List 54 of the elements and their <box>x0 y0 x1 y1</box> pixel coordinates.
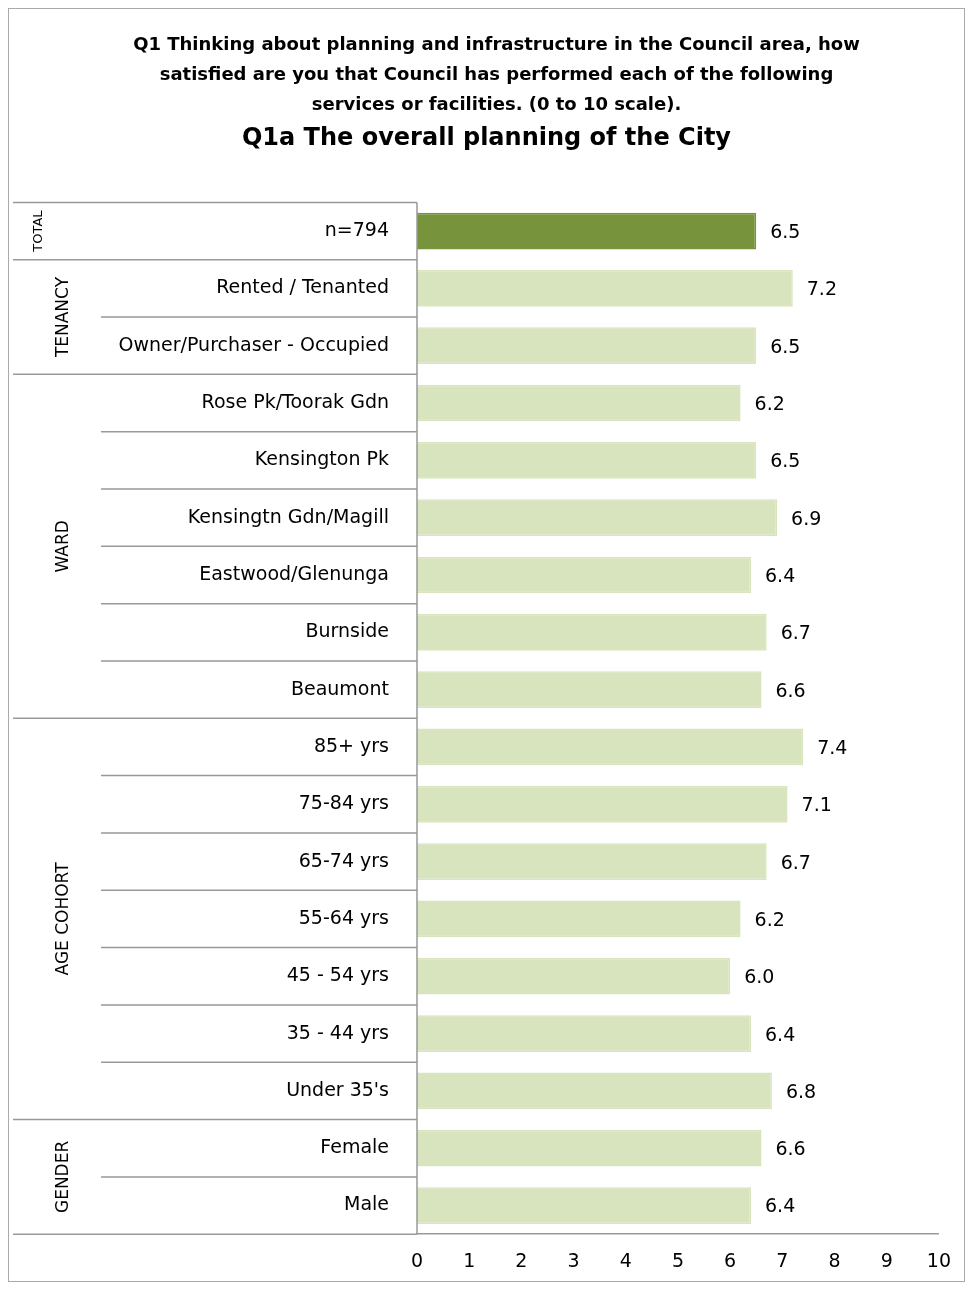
x-tick-label: 0 <box>410 1248 424 1271</box>
y-tick-label: 75-84 yrs <box>298 791 389 814</box>
y-tick-label: Kensington Pk <box>254 447 389 470</box>
text: WARD <box>52 520 73 573</box>
data-label: 6.6 <box>775 1137 806 1160</box>
x-tick-label: 2 <box>515 1248 528 1271</box>
data-label: 7.1 <box>801 793 832 816</box>
chart-subtitle: Q1a The overall planning of the City <box>240 123 732 151</box>
y-tick-label: Beaumont <box>290 676 389 699</box>
y-tick-label: Rose Pk/Toorak Gdn <box>201 389 389 412</box>
data-label: 6.5 <box>770 220 801 242</box>
y-tick-label: Owner/Purchaser - Occupied <box>118 332 389 355</box>
data-label: 7.2 <box>806 277 837 300</box>
data-label: 6.4 <box>765 1194 796 1217</box>
text: GENDER <box>52 1140 73 1214</box>
data-label: 6.5 <box>770 449 801 472</box>
y-tick-label: Male <box>343 1192 389 1215</box>
data-label: 7.4 <box>817 735 848 758</box>
x-tick-label: 7 <box>776 1248 789 1271</box>
x-tick-label: 9 <box>880 1248 893 1271</box>
text: TOTAL <box>30 209 46 253</box>
y-tick-label: 65-74 yrs <box>298 848 389 871</box>
y-tick-label: n=794 <box>324 218 389 240</box>
y-tick-label: Eastwood/Glenunga <box>199 561 389 584</box>
data-label: 6.0 <box>744 965 775 988</box>
data-label: 6.4 <box>765 1022 796 1045</box>
y-tick-label: 55-64 yrs <box>298 905 389 928</box>
y-tick-label: Female <box>320 1135 389 1158</box>
x-tick-label: 10 <box>926 1248 952 1271</box>
x-tick-label: 5 <box>671 1248 684 1271</box>
data-label: 6.4 <box>765 563 796 586</box>
data-label: 6.2 <box>754 907 785 930</box>
y-tick-label: Under 35's <box>286 1077 389 1100</box>
data-label: 6.5 <box>770 334 801 357</box>
y-tick-label: Kensingtn Gdn/Magill <box>187 504 389 527</box>
data-label: 6.2 <box>754 391 785 414</box>
y-tick-label: Burnside <box>305 619 389 642</box>
x-tick-label: 6 <box>724 1248 737 1271</box>
y-tick-label: 85+ yrs <box>313 733 389 756</box>
x-tick-label: 3 <box>567 1248 580 1271</box>
data-label: 6.6 <box>775 678 806 701</box>
text: AGE COHORT <box>52 861 73 976</box>
data-label: 6.7 <box>780 621 811 644</box>
chart-title: Q1 Thinking about planning and infrastructure in the Council area, how satisfied are you that Council has performed each of the following services or facilities. (0 to 10 scale). <box>132 32 861 116</box>
y-tick-label: Rented / Tenanted <box>216 275 389 298</box>
data-label: 6.7 <box>780 850 811 873</box>
data-label: 6.8 <box>785 1079 817 1102</box>
x-tick-label: 4 <box>619 1248 632 1271</box>
x-tick-label: 8 <box>828 1248 841 1271</box>
text: TENANCY <box>52 276 73 359</box>
data-label: 6.9 <box>791 506 822 529</box>
x-tick-label: 1 <box>463 1248 476 1271</box>
y-tick-label: 45 - 54 yrs <box>286 963 389 986</box>
y-tick-label: 35 - 44 yrs <box>286 1020 389 1043</box>
